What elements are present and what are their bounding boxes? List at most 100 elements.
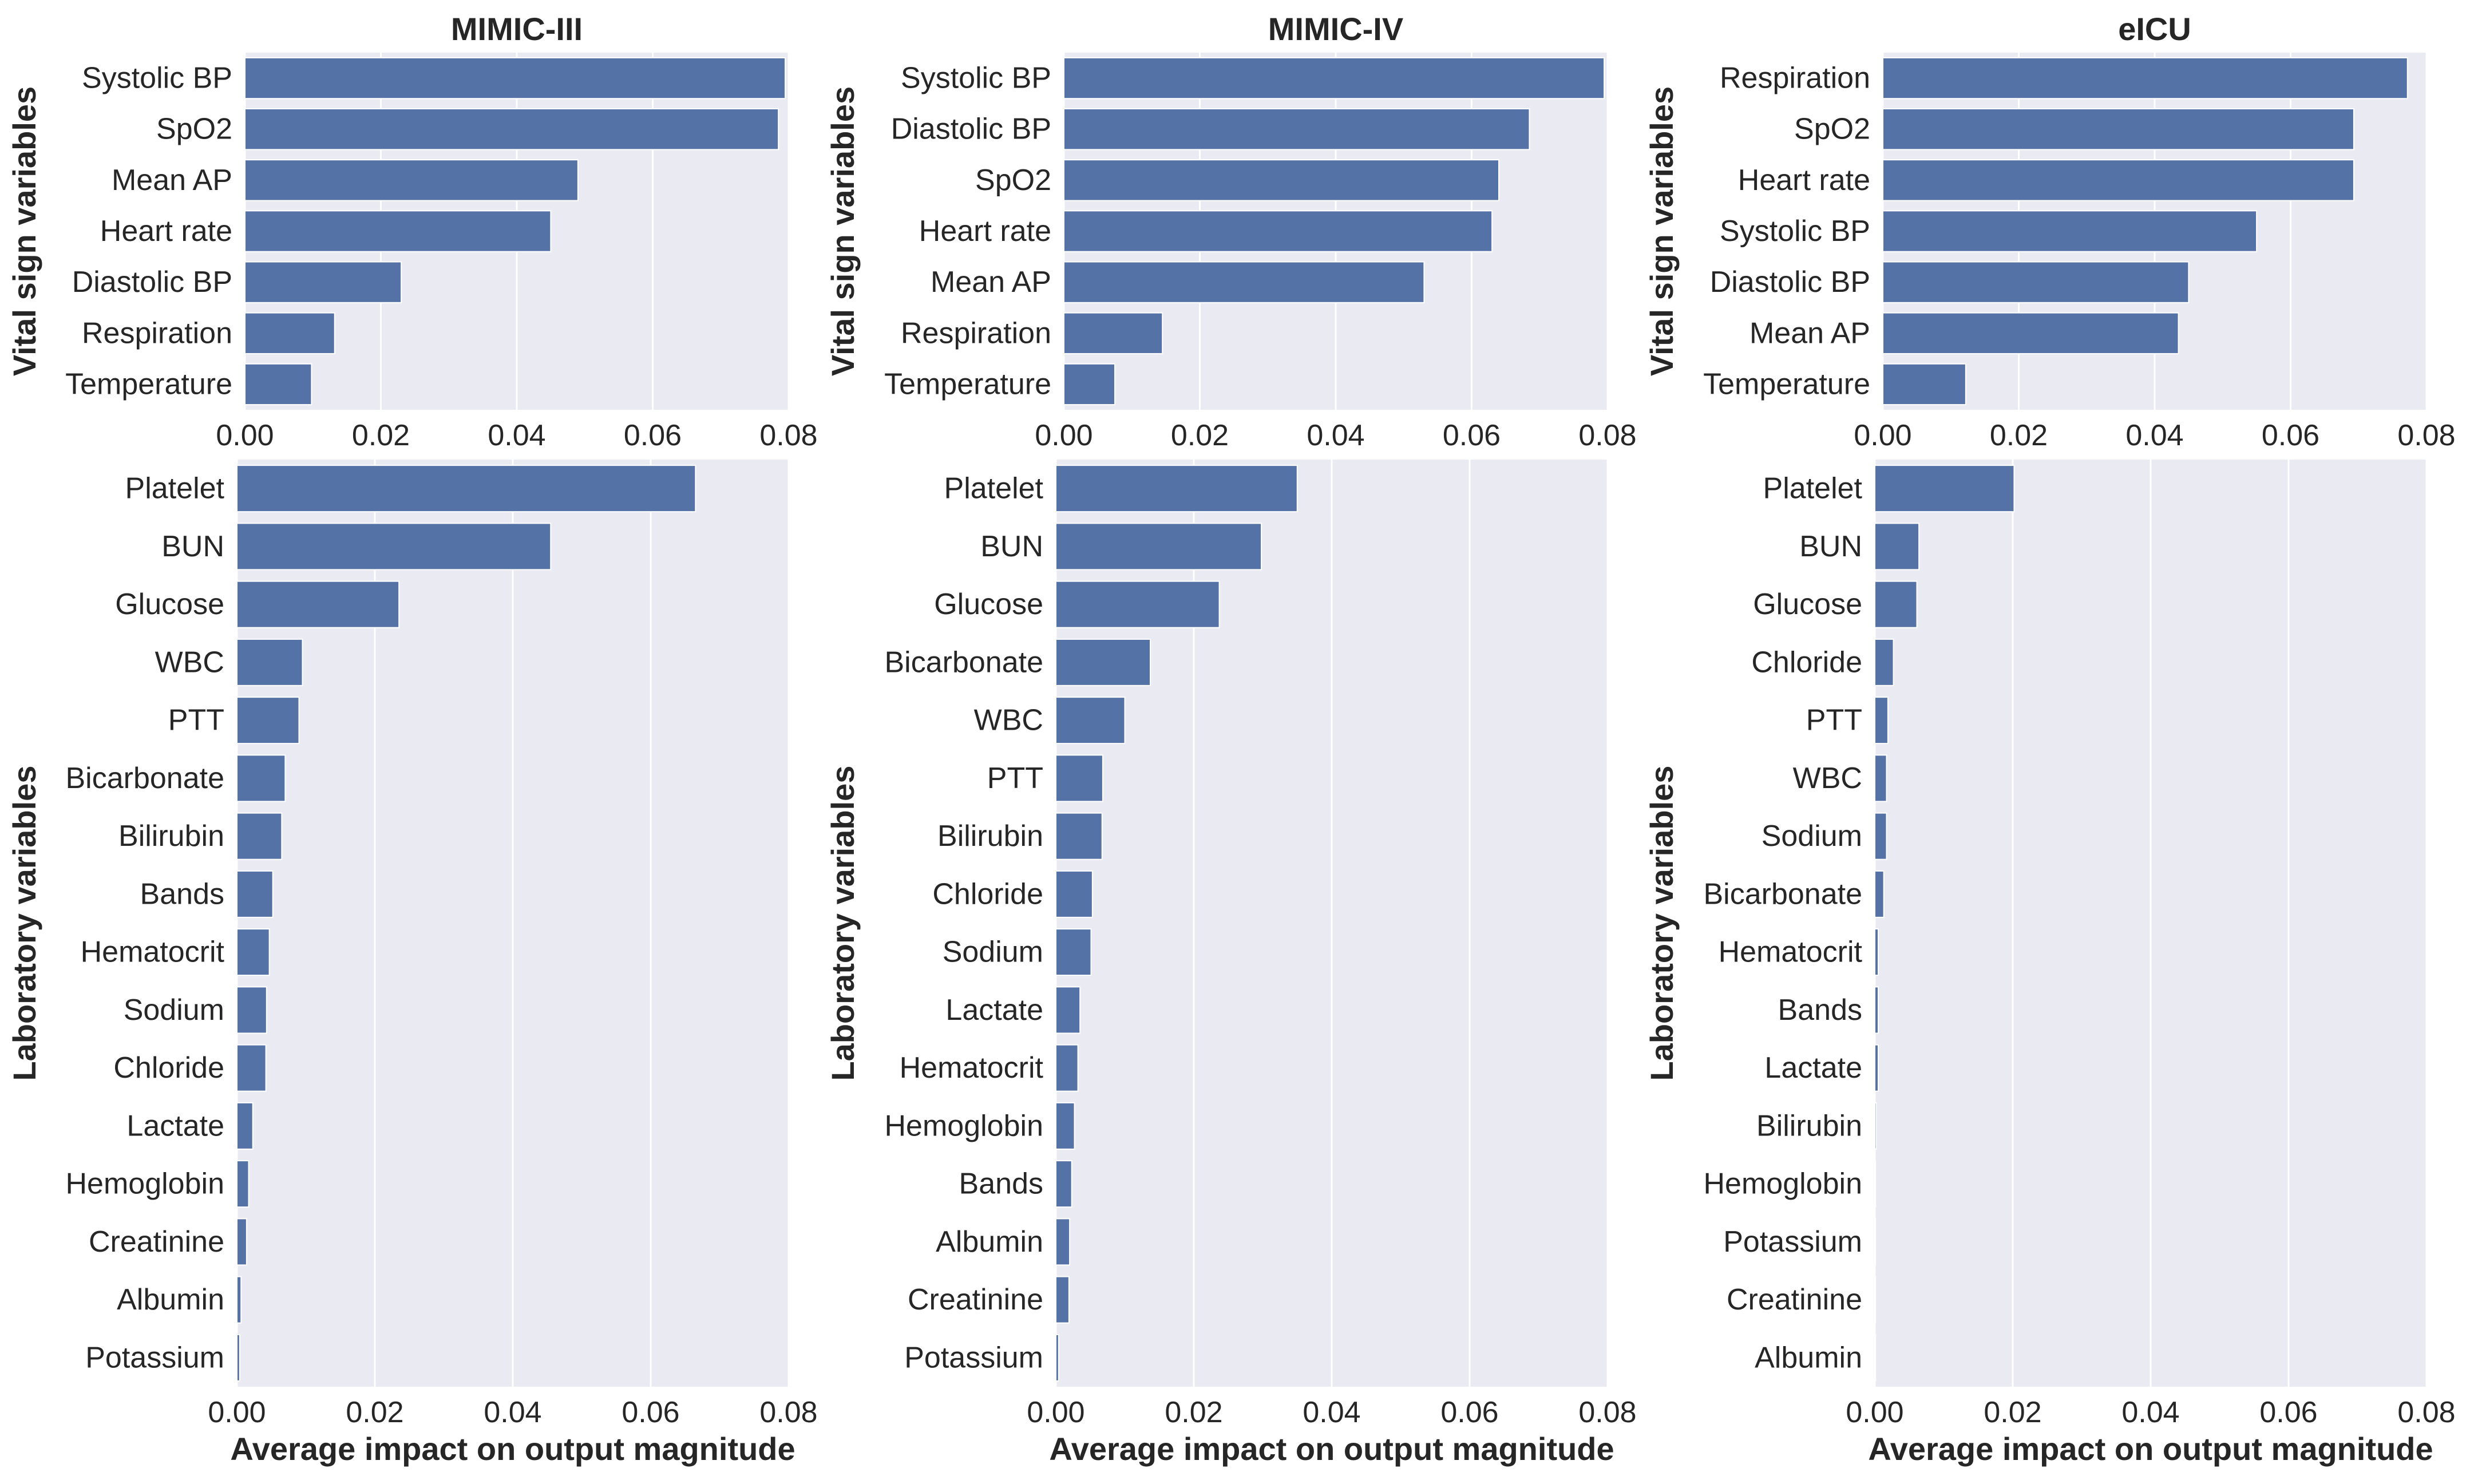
y-axis-label: Vital sign variables (6, 86, 42, 376)
x-tick-label: 0.08 (759, 1396, 817, 1429)
category-label: Mean AP (112, 164, 232, 197)
category-label: Lactate (1764, 1051, 1862, 1085)
chart-panel-1: 0.00 0.02 0.04 0.06 0.08 Systolic BP SpO2 Mean … (6, 11, 818, 452)
category-label: Systolic BP (901, 62, 1051, 95)
bar-bands (1874, 986, 1879, 1034)
category-label: WBC (974, 704, 1043, 737)
x-tick-label: 0.04 (488, 419, 545, 452)
bar-spo2 (1882, 108, 2354, 151)
y-axis-label: Vital sign variables (825, 86, 861, 376)
bar-diastolic-bp (1063, 108, 1530, 151)
x-axis-label: Average impact on output magnitude (1868, 1431, 2433, 1467)
category-label: Bilirubin (937, 820, 1043, 853)
bar-bilirubin (236, 812, 283, 860)
x-tick-label: 0.02 (1165, 1396, 1222, 1429)
bar-platelet (1874, 465, 2015, 513)
category-label: Hemoglobin (66, 1168, 225, 1201)
category-label: Bands (1778, 994, 1862, 1027)
category-label: Diastolic BP (72, 266, 232, 299)
category-label: Creatinine (908, 1283, 1043, 1316)
category-label: Temperature (65, 367, 232, 401)
category-label: PTT (168, 704, 224, 737)
category-label: Bicarbonate (884, 646, 1043, 679)
bar-systolic-bp (244, 57, 786, 100)
bar-bands (236, 870, 274, 918)
x-tick-label: 0.04 (1307, 419, 1364, 452)
category-label: Bilirubin (1756, 1109, 1862, 1142)
category-label: Hematocrit (900, 1051, 1044, 1085)
category-label: Respiration (1720, 62, 1870, 95)
bar-bicarbonate (1055, 638, 1151, 686)
bar-glucose (236, 580, 400, 628)
bar-bun (1055, 523, 1262, 571)
category-label: Bilirubin (118, 820, 224, 853)
y-axis-label: Laboratory variables (825, 766, 861, 1081)
category-label: Lactate (126, 1109, 224, 1142)
category-label: SpO2 (975, 164, 1051, 197)
x-tick-label: 0.08 (2397, 419, 2455, 452)
category-label: Mean AP (1749, 316, 1870, 350)
bar-systolic-bp (1063, 57, 1605, 100)
category-label: Respiration (82, 316, 232, 350)
bar-wbc (1874, 754, 1887, 802)
bar-lactate (1874, 1044, 1879, 1092)
x-tick-label: 0.04 (2125, 419, 2183, 452)
bar-mean-ap (1882, 312, 2179, 354)
bar-bicarbonate (1874, 870, 1885, 918)
category-label: Temperature (884, 367, 1051, 401)
chart-panel-6: 0.00 0.02 0.04 0.06 0.08 Platelet BUN Glucose Ch… (1644, 460, 2456, 1467)
bar-creatinine (1055, 1276, 1070, 1324)
chart-panel-3: 0.00 0.02 0.04 0.06 0.08 Respiration SpO2 Heart… (1644, 11, 2456, 452)
category-label: Glucose (1753, 588, 1862, 621)
category-label: Platelet (944, 472, 1044, 505)
chart-panel-2: 0.00 0.02 0.04 0.06 0.08 Systolic BP Diastolic… (825, 11, 1637, 452)
bar-chloride (1874, 638, 1894, 686)
category-label: Glucose (115, 588, 224, 621)
category-label: Albumin (1755, 1341, 1862, 1374)
bar-temperature (1063, 363, 1116, 406)
panel-title: MIMIC-IV (1268, 11, 1403, 47)
bar-hemoglobin (1055, 1102, 1075, 1150)
bar-ptt (236, 697, 300, 745)
bar-bilirubin (1055, 812, 1103, 860)
bar-glucose (1874, 580, 1918, 628)
x-tick-label: 0.00 (208, 1396, 266, 1429)
category-label: PTT (1806, 704, 1862, 737)
panel-title: eICU (2118, 11, 2191, 47)
bar-bun (1874, 523, 1920, 571)
category-label: Chloride (113, 1051, 224, 1085)
category-label: BUN (980, 530, 1043, 563)
bar-spo2 (244, 108, 779, 151)
category-label: Platelet (125, 472, 225, 505)
bar-bilirubin (1874, 1102, 1877, 1150)
category-label: Hematocrit (1719, 936, 1863, 969)
category-label: Creatinine (1727, 1283, 1862, 1316)
category-label: Potassium (1723, 1225, 1862, 1259)
category-label: Platelet (1763, 472, 1863, 505)
category-label: Respiration (901, 316, 1051, 350)
category-label: Creatinine (89, 1225, 224, 1259)
category-label: Potassium (904, 1341, 1043, 1374)
x-tick-label: 0.06 (2262, 419, 2319, 452)
category-label: SpO2 (1794, 113, 1870, 146)
bar-diastolic-bp (1882, 261, 2190, 303)
category-label: Systolic BP (1720, 215, 1870, 248)
x-axis-label: Average impact on output magnitude (230, 1431, 795, 1467)
bar-bands (1055, 1160, 1072, 1208)
x-tick-label: 0.06 (1440, 1396, 1498, 1429)
category-label: Bicarbonate (65, 762, 224, 795)
y-axis-label: Laboratory variables (1644, 766, 1680, 1081)
x-tick-label: 0.06 (2259, 1396, 2317, 1429)
category-label: Heart rate (919, 215, 1051, 248)
bar-respiration (1063, 312, 1163, 354)
category-label: BUN (1799, 530, 1862, 563)
category-label: SpO2 (156, 113, 232, 146)
category-label: Mean AP (931, 266, 1051, 299)
category-label: Heart rate (100, 215, 232, 248)
category-label: Bands (959, 1168, 1043, 1201)
category-label: Hemoglobin (1704, 1168, 1863, 1201)
x-tick-label: 0.00 (1854, 419, 1911, 452)
x-tick-label: 0.00 (1027, 1396, 1084, 1429)
bar-lactate (1055, 986, 1081, 1034)
x-tick-label: 0.00 (1035, 419, 1092, 452)
